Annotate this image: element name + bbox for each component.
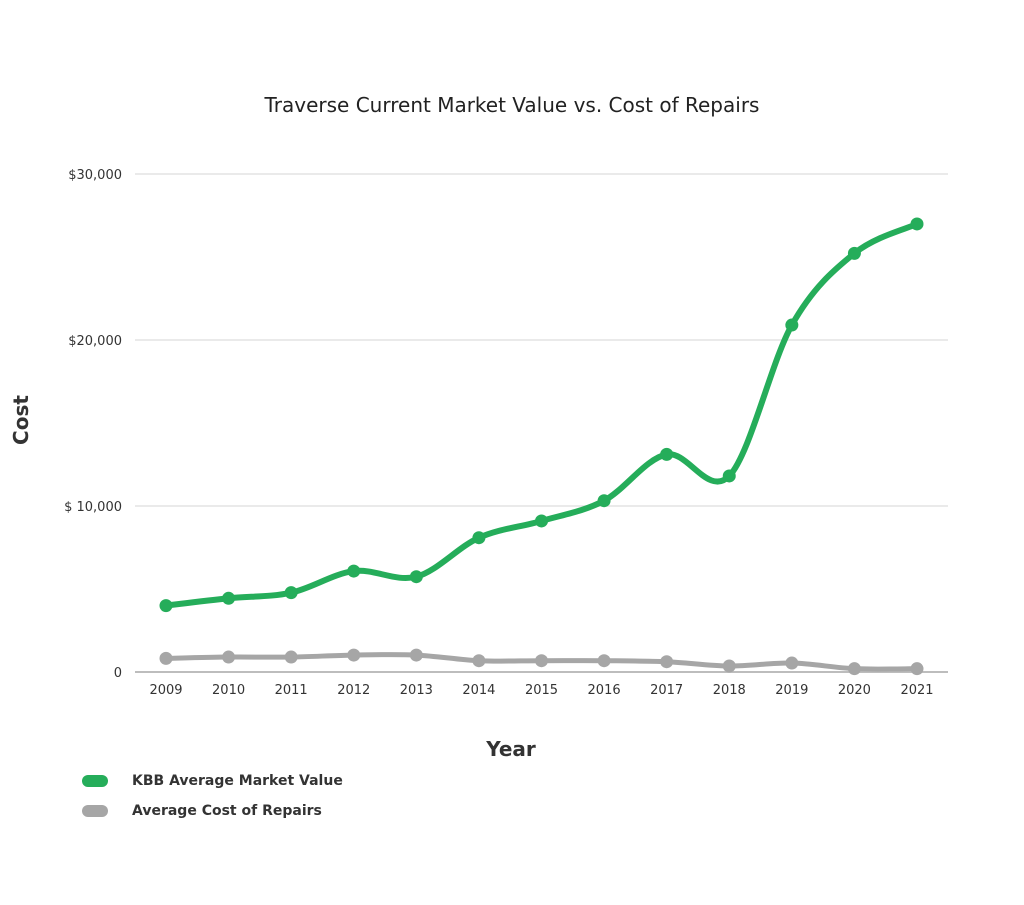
data-point [159, 651, 173, 665]
x-tick-label: 2021 [900, 683, 933, 698]
gridlines [135, 173, 948, 673]
data-point [409, 648, 423, 662]
data-point [785, 318, 799, 332]
x-tick-label: 2013 [400, 683, 433, 698]
series-group [159, 217, 924, 676]
data-point [347, 648, 361, 662]
data-point [722, 659, 736, 673]
data-point [597, 654, 611, 668]
x-tick-label: 2012 [337, 683, 370, 698]
data-point [222, 591, 236, 605]
data-point [722, 469, 736, 483]
y-tick-label: $ 10,000 [64, 500, 122, 515]
x-tick-label: 2017 [650, 683, 683, 698]
chart-title: Traverse Current Market Value vs. Cost o… [264, 93, 760, 117]
data-point [472, 531, 486, 545]
data-point [847, 246, 861, 260]
legend-label: KBB Average Market Value [132, 773, 343, 789]
y-tick-label: $30,000 [68, 168, 122, 183]
x-tick-label: 2018 [713, 683, 746, 698]
y-axis-label: Cost [9, 395, 33, 445]
legend-item-market-value: KBB Average Market Value [82, 766, 343, 796]
x-tick-label: 2014 [462, 683, 495, 698]
data-point [660, 447, 674, 461]
x-tick-label: 2010 [212, 683, 245, 698]
legend: KBB Average Market Value Average Cost of… [82, 766, 343, 826]
y-axis: 0 $ 10,000 $20,000 $30,000 [64, 168, 122, 681]
x-tick-label: 2020 [838, 683, 871, 698]
legend-swatch [82, 775, 108, 787]
data-point [284, 650, 298, 664]
x-tick-label: 2019 [775, 683, 808, 698]
data-point [597, 494, 611, 508]
x-axis: 2009 2010 2011 2012 2013 2014 2015 2016 2017 2018… [149, 683, 933, 698]
legend-item-repairs: Average Cost of Repairs [82, 796, 343, 826]
data-point [535, 654, 548, 668]
series-market-value [159, 217, 924, 613]
series-line [163, 220, 920, 609]
data-point [472, 654, 486, 668]
data-point [409, 570, 423, 584]
data-point [284, 586, 298, 600]
x-tick-label: 2016 [588, 683, 621, 698]
data-point [222, 650, 236, 664]
y-tick-label: $20,000 [68, 334, 122, 349]
data-point [535, 514, 548, 528]
data-point [785, 656, 799, 670]
data-point [847, 662, 861, 676]
x-tick-label: 2011 [275, 683, 308, 698]
legend-label: Average Cost of Repairs [132, 803, 322, 819]
x-tick-label: 2009 [149, 683, 182, 698]
x-tick-label: 2015 [525, 683, 558, 698]
data-point [159, 599, 173, 613]
data-point [910, 662, 924, 676]
series-repair-cost [159, 648, 924, 676]
data-point [347, 564, 361, 578]
data-point [910, 217, 924, 231]
y-tick-label: 0 [114, 666, 122, 681]
data-point [660, 655, 674, 669]
legend-swatch [82, 805, 108, 817]
x-axis-label: Year [485, 737, 536, 761]
